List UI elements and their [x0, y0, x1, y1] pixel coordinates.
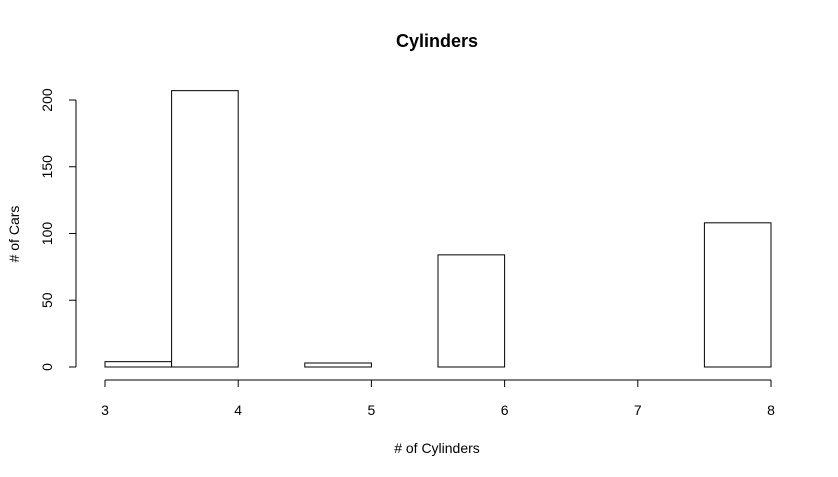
histogram-bar-1 — [171, 90, 239, 368]
y-axis-label: # of Cars — [6, 206, 22, 263]
x-tick-label-3: 3 — [101, 402, 109, 418]
histogram-bar-0 — [104, 361, 173, 368]
y-tick-label-150: 150 — [39, 155, 55, 179]
y-tick-label-50: 50 — [39, 292, 55, 308]
y-tick-label-200: 200 — [39, 88, 55, 112]
y-tick-label-0: 0 — [39, 363, 55, 371]
histogram-bar-5 — [437, 254, 506, 368]
x-tick-label-4: 4 — [234, 402, 242, 418]
x-axis: 3 4 5 6 7 8 — [101, 379, 775, 418]
histogram-bar-9 — [703, 222, 772, 368]
y-axis: 0 50 100 150 200 — [39, 88, 77, 371]
y-tick-label-100: 100 — [39, 222, 55, 246]
bars-group — [104, 90, 772, 368]
x-tick-label-7: 7 — [634, 402, 642, 418]
chart-title: Cylinders — [396, 31, 478, 51]
x-tick-label-5: 5 — [368, 402, 376, 418]
x-tick-label-8: 8 — [767, 402, 775, 418]
x-axis-label: # of Cylinders — [394, 440, 480, 456]
x-tick-label-6: 6 — [501, 402, 509, 418]
histogram-bar-3 — [304, 362, 372, 368]
